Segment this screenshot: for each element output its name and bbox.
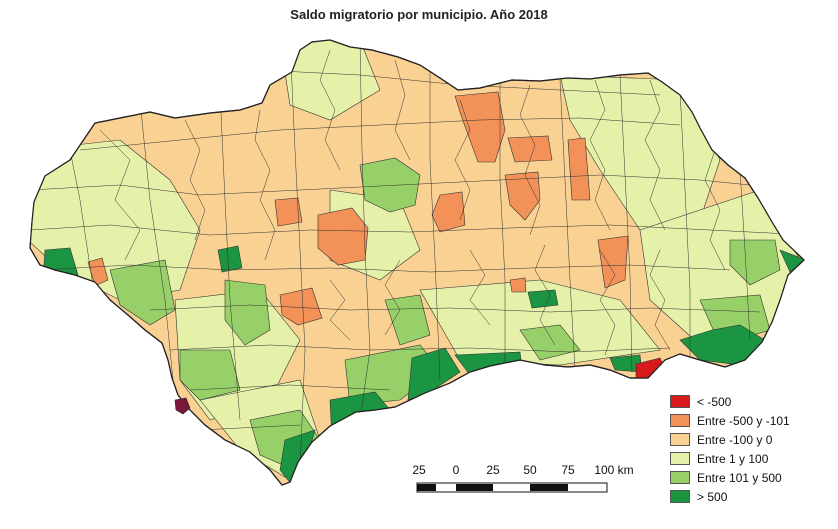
zone-granada-green <box>519 324 581 361</box>
zone-sevilla-orange <box>317 207 369 266</box>
legend-label: > 500 <box>697 489 728 504</box>
scale-label: 50 <box>523 463 537 477</box>
legend-item-minus100-0: Entre -100 y 0 <box>670 430 790 449</box>
legend-swatch <box>670 433 690 446</box>
zone-costa-del-sol-dark <box>329 391 391 441</box>
zone-north-light <box>279 40 381 121</box>
zone-malaga-orange <box>509 277 527 293</box>
zone-sevilla-south-orange <box>279 287 323 326</box>
scale-label: 0 <box>452 463 460 477</box>
legend-item-minus500-minus101: Entre -500 y -101 <box>670 411 790 430</box>
legend-label: Entre -100 y 0 <box>697 432 773 447</box>
scale-label: 25 <box>412 463 426 477</box>
zone-malaga-coast-dark <box>407 347 461 401</box>
legend-item-1-100: Entre 1 y 100 <box>670 449 790 468</box>
scale-label: 100 km <box>594 463 634 477</box>
legend-item-gt500: > 500 <box>670 487 790 506</box>
zone-center-green <box>384 294 431 346</box>
zone-jaen-east-orange <box>567 137 591 201</box>
andalusia-outline <box>29 39 805 486</box>
scale-bar: 25 0 25 50 75 100 km <box>400 463 634 503</box>
legend-swatch <box>670 452 690 465</box>
map-title: Saldo migratorio por municipio. Año 2018 <box>290 7 548 22</box>
zone-granada-orange <box>597 235 629 289</box>
zone-east-green <box>729 239 781 286</box>
zone-sevilla-dark <box>217 245 243 273</box>
scale-bar-graphic <box>416 482 608 493</box>
legend-label: Entre -500 y -101 <box>697 413 790 428</box>
zone-west-south-green <box>179 349 241 401</box>
zone-sevilla-north-orange <box>274 197 303 227</box>
zone-jaen-north-orange <box>454 91 506 163</box>
legend-label: Entre 1 y 100 <box>697 451 769 466</box>
legend-swatch <box>670 471 690 484</box>
zone-huelva-orange <box>87 257 109 287</box>
municipal-boundaries <box>30 40 804 471</box>
gibraltar-marker <box>174 397 191 415</box>
zone-sevilla-green <box>224 279 271 346</box>
legend-swatch <box>670 490 690 503</box>
legend-swatch <box>670 414 690 427</box>
zone-huelva-coast-green <box>109 259 176 326</box>
legend-label: Entre 101 y 500 <box>697 470 782 485</box>
zone-cordoba-green <box>359 157 421 213</box>
legend-swatch <box>670 395 690 408</box>
zone-granada-dark <box>527 289 559 309</box>
legend-label: < -500 <box>697 394 732 409</box>
zone-jaen-center-orange <box>504 171 541 221</box>
legend-item-lt-minus500: < -500 <box>670 392 790 411</box>
zone-cordoba-orange <box>431 191 466 233</box>
map-legend: < -500 Entre -500 y -101 Entre -100 y 0 … <box>670 392 790 506</box>
zone-jaen-orange <box>507 135 553 163</box>
scale-label: 25 <box>486 463 500 477</box>
scale-label: 75 <box>561 463 575 477</box>
legend-item-101-500: Entre 101 y 500 <box>670 468 790 487</box>
